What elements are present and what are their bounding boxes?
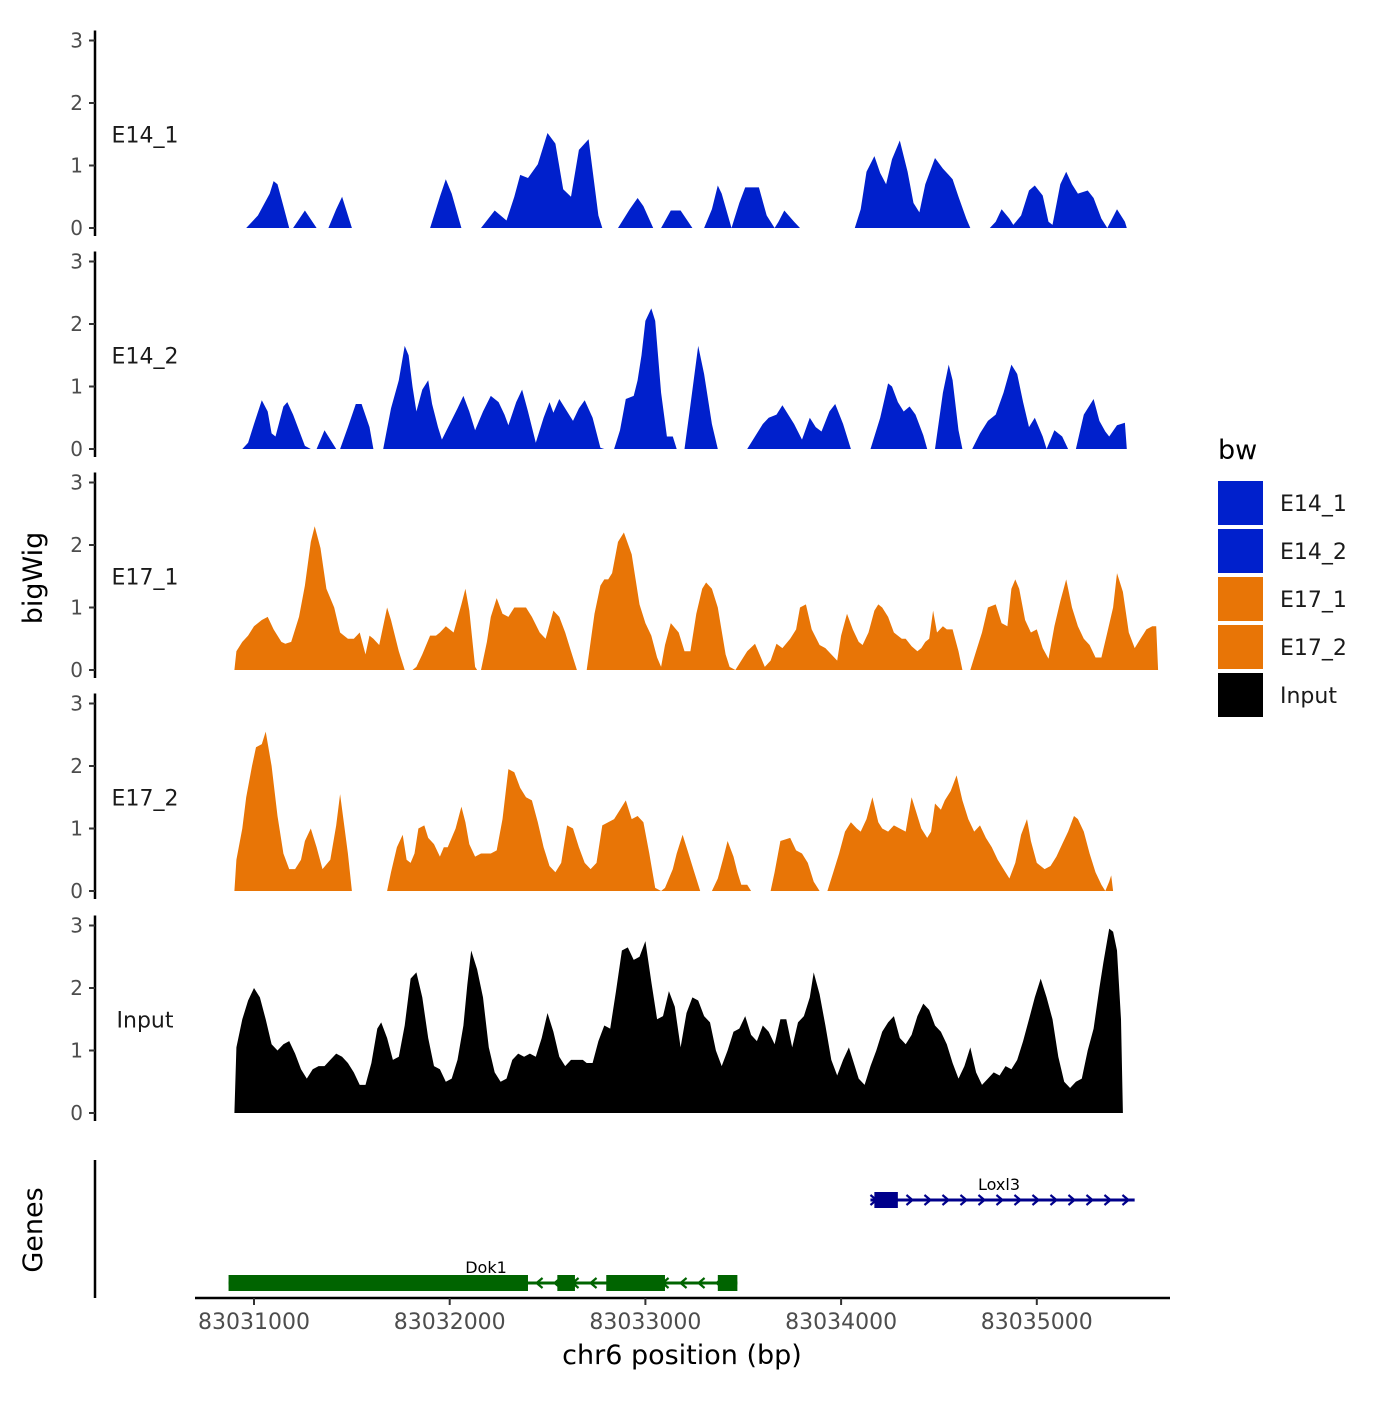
- strand-chevron: [588, 1277, 598, 1289]
- strand-chevron: [995, 1194, 1005, 1206]
- strand-chevron: [1049, 1194, 1059, 1206]
- exon-block: [606, 1275, 665, 1291]
- legend-label: E14_1: [1280, 492, 1347, 517]
- y-tick-label: 2: [70, 312, 83, 336]
- exon-block: [228, 1275, 528, 1291]
- track-label: E17_1: [112, 565, 179, 590]
- x-tick-label: 83034000: [785, 1310, 897, 1335]
- legend-swatch: [1218, 529, 1263, 573]
- strand-chevron: [696, 1277, 706, 1289]
- strand-chevron: [977, 1194, 987, 1206]
- exon-block: [717, 1275, 738, 1291]
- x-tick-label: 83031000: [198, 1310, 310, 1335]
- y-tick-label: 0: [70, 879, 83, 903]
- strand-chevron: [905, 1194, 915, 1206]
- gene-loxl3: Loxl3: [869, 1175, 1135, 1208]
- strand-chevron: [1013, 1194, 1023, 1206]
- track-e17-1: 0 1 2 3 E17_1: [70, 471, 1159, 682]
- genes-panel: Loxl3 Dok1: [93, 1160, 1135, 1298]
- y-tick-label: 3: [70, 29, 83, 53]
- y-tick-label: 1: [70, 375, 83, 399]
- track-label: E14_1: [112, 123, 179, 148]
- x-tick-label: 83035000: [981, 1310, 1093, 1335]
- y-tick-label: 0: [70, 658, 83, 682]
- y-tick-label: 2: [70, 91, 83, 115]
- genes-panel-label: Genes: [18, 1187, 49, 1272]
- y-tick-label: 1: [70, 1039, 83, 1063]
- strand-chevron: [534, 1277, 544, 1289]
- y-tick-label: 1: [70, 596, 83, 620]
- legend-label: Input: [1280, 684, 1337, 709]
- y-tick-label: 0: [70, 437, 83, 461]
- y-tick-label: 3: [70, 471, 83, 495]
- strand-chevron: [1103, 1194, 1113, 1206]
- y-tick-label: 3: [70, 914, 83, 938]
- track-input: 0 1 2 3 Input: [70, 914, 1123, 1125]
- coverage-area-e14-2: [242, 308, 1127, 449]
- legend-swatch: [1218, 673, 1263, 717]
- legend-swatch: [1218, 481, 1263, 525]
- strand-chevron: [1067, 1194, 1077, 1206]
- gene-label: Dok1: [465, 1258, 507, 1277]
- legend-title: bw: [1218, 435, 1257, 466]
- track-e17-2: 0 1 2 3 E17_2: [70, 692, 1114, 903]
- track-e14-1: 0 1 2 3 E14_1: [70, 29, 1127, 240]
- y-tick-label: 2: [70, 754, 83, 778]
- strand-chevron: [678, 1277, 688, 1289]
- exon-block: [874, 1192, 898, 1208]
- gene-label: Loxl3: [978, 1175, 1020, 1194]
- x-axis-title: chr6 position (bp): [562, 1340, 802, 1371]
- legend-swatch: [1218, 625, 1263, 669]
- legend-label: E17_1: [1280, 588, 1347, 613]
- y-tick-label: 3: [70, 692, 83, 716]
- track-e14-2: 0 1 2 3 E14_2: [70, 250, 1127, 461]
- y-tick-label: 1: [70, 817, 83, 841]
- track-label: E14_2: [112, 344, 179, 369]
- legend-label: E14_2: [1280, 540, 1347, 565]
- y-tick-label: 0: [70, 216, 83, 240]
- strand-chevron: [1121, 1194, 1131, 1206]
- coverage-area-e17-2: [234, 731, 1114, 891]
- x-axis: 83031000 83032000 83033000 83034000 83035000: [195, 1296, 1170, 1335]
- y-tick-label: 2: [70, 976, 83, 1000]
- x-tick-label: 83033000: [589, 1310, 701, 1335]
- y-tick-label: 3: [70, 250, 83, 274]
- y-tick-label: 2: [70, 533, 83, 557]
- strand-chevron: [941, 1194, 951, 1206]
- bigwig-tracks: 0 1 2 3 E14_1 0 1 2 3 E14_2 0 1 2 3 E17_1 0 1 2 3 E17_2 0 1 2 3…: [70, 29, 1159, 1125]
- legend-swatch: [1218, 577, 1263, 621]
- y-axis-title: bigWig: [18, 532, 49, 625]
- track-label: E17_2: [112, 786, 179, 811]
- legend: bw E14_1 E14_2 E17_1 E17_2 Input: [1218, 435, 1347, 717]
- strand-chevron: [1085, 1194, 1095, 1206]
- strand-chevron: [923, 1194, 933, 1206]
- coverage-area-input: [234, 928, 1123, 1113]
- strand-chevron: [959, 1194, 969, 1206]
- strand-chevron: [1031, 1194, 1041, 1206]
- gene-dok1: Dok1: [228, 1258, 738, 1291]
- exon-block: [557, 1275, 575, 1291]
- y-tick-label: 1: [70, 154, 83, 178]
- x-tick-label: 83032000: [394, 1310, 506, 1335]
- legend-label: E17_2: [1280, 636, 1347, 661]
- y-tick-label: 0: [70, 1101, 83, 1125]
- coverage-area-e17-1: [234, 526, 1159, 670]
- track-label: Input: [117, 1008, 174, 1033]
- coverage-area-e14-1: [246, 133, 1127, 228]
